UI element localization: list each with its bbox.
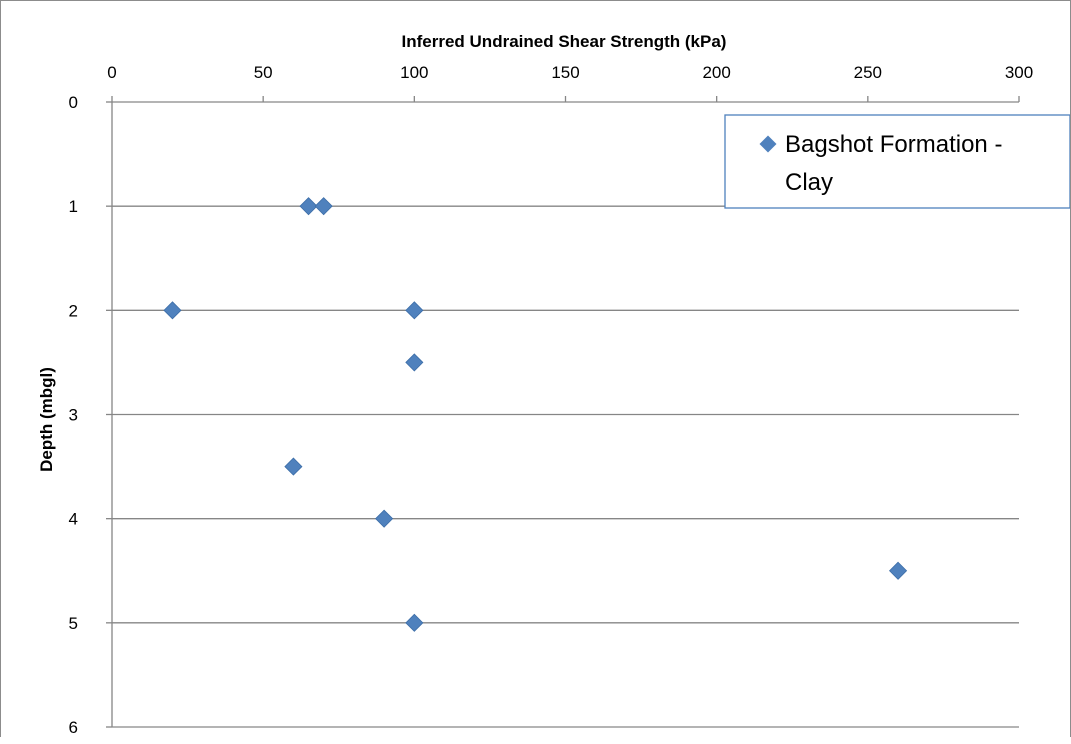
x-axis-title: Inferred Undrained Shear Strength (kPa) xyxy=(402,32,727,51)
data-point-0-6 xyxy=(375,509,394,528)
data-point-0-2 xyxy=(163,301,182,320)
data-point-0-5 xyxy=(284,457,303,476)
data-point-0-3 xyxy=(405,301,424,320)
data-point-0-8 xyxy=(405,613,424,632)
data-point-0-7 xyxy=(889,561,908,580)
y-tick-label-5: 5 xyxy=(69,614,78,633)
y-tick-label-4: 4 xyxy=(69,510,78,529)
data-point-0-0 xyxy=(299,197,318,216)
x-tick-label-5: 250 xyxy=(854,63,882,82)
x-tick-label-3: 150 xyxy=(551,63,579,82)
y-tick-label-0: 0 xyxy=(69,93,78,112)
y-tick-label-2: 2 xyxy=(69,301,78,320)
data-points xyxy=(163,197,908,632)
y-axis-title: Depth (mbgl) xyxy=(37,367,56,472)
y-tick-label-6: 6 xyxy=(69,718,78,737)
x-tick-label-2: 100 xyxy=(400,63,428,82)
x-tick-label-4: 200 xyxy=(702,63,730,82)
x-tick-label-1: 50 xyxy=(254,63,273,82)
x-tick-label-0: 0 xyxy=(107,63,116,82)
data-point-0-1 xyxy=(314,197,333,216)
gridlines xyxy=(112,205,1019,728)
y-tick-label-1: 1 xyxy=(69,197,78,216)
x-tick-label-6: 300 xyxy=(1005,63,1033,82)
legend-box xyxy=(724,114,1071,209)
axes: 0 50 100 150 200 250 300 0 1 2 3 4 5 6 xyxy=(69,63,1034,737)
legend: Bagshot Formation - Clay xyxy=(724,114,1071,209)
legend-marker xyxy=(759,135,777,153)
data-point-0-4 xyxy=(405,353,424,372)
legend-label-line-2: Clay xyxy=(785,169,833,196)
legend-label-line-1: Bagshot Formation - xyxy=(785,131,1002,158)
y-tick-label-3: 3 xyxy=(69,406,78,425)
